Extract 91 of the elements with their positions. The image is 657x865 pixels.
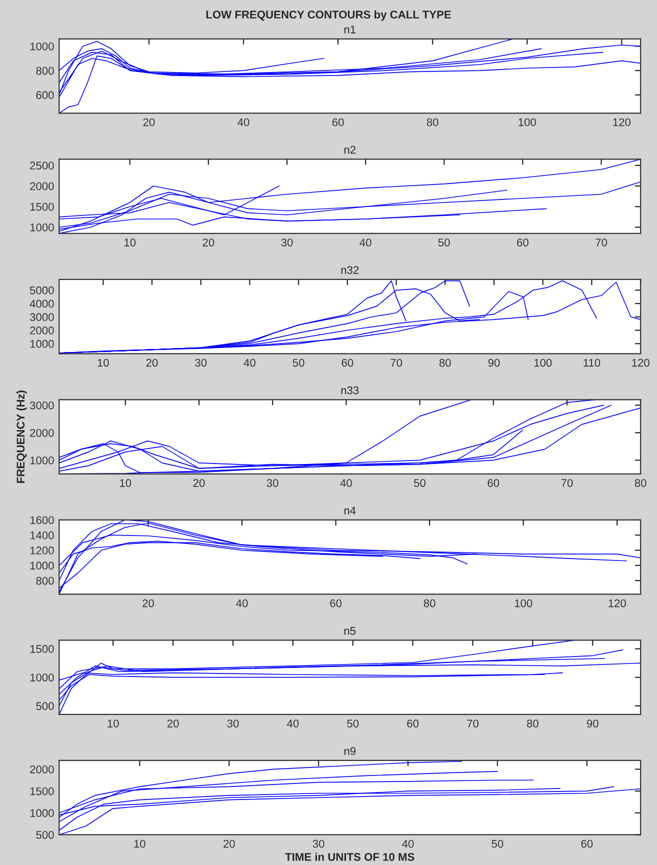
x-tick-label: 50: [414, 479, 426, 487]
x-tick-label: 60: [407, 720, 419, 728]
x-tick-label: 60: [488, 479, 500, 487]
chart-title: n32: [341, 266, 359, 274]
y-tick-label: 1000: [30, 224, 54, 232]
x-tick-label: 80: [426, 118, 438, 126]
x-tick-label: 60: [330, 599, 342, 608]
y-tick-label: 800: [36, 576, 54, 585]
x-tick-label: 70: [390, 358, 402, 367]
x-tick-label: 20: [146, 358, 158, 367]
x-tick-label: 100: [514, 599, 532, 608]
y-tick-label: 1000: [30, 674, 54, 682]
x-tick-label: 50: [292, 358, 304, 367]
x-tick-label: 80: [424, 599, 436, 608]
y-tick-label: 2500: [30, 162, 54, 170]
y-tick-label: 3000: [30, 401, 54, 410]
y-tick-label: 1600: [30, 516, 54, 524]
x-tick-label: 80: [439, 358, 451, 367]
x-tick-label: 80: [634, 479, 646, 487]
x-tick-label: 30: [266, 479, 278, 487]
y-tick-label: 2000: [30, 182, 54, 190]
x-tick-label: 30: [281, 238, 293, 246]
x-axis-title: TIME in UNITS OF 10 MS: [285, 852, 414, 861]
x-tick-label: 10: [108, 720, 119, 728]
x-tick-label: 20: [202, 238, 214, 246]
x-tick-label: 100: [518, 118, 536, 126]
y-tick-label: 500: [36, 830, 54, 839]
x-tick-label: 120: [608, 599, 626, 608]
y-tick-label: 1500: [30, 787, 54, 796]
x-tick-label: 30: [227, 720, 239, 728]
x-tick-label: 40: [244, 358, 256, 367]
x-tick-label: 60: [332, 118, 344, 126]
y-tick-label: 1500: [30, 645, 54, 653]
x-tick-label: 10: [120, 479, 132, 487]
y-tick-label: 1200: [30, 546, 54, 554]
y-tick-label: 2000: [30, 428, 54, 437]
x-tick-label: 50: [347, 720, 359, 728]
x-tick-label: 20: [223, 840, 235, 848]
x-tick-label: 40: [402, 840, 414, 848]
y-axis-title: FREQUENCY (Hz): [16, 390, 27, 483]
x-tick-label: 40: [236, 599, 248, 608]
y-tick-label: 1000: [30, 456, 54, 464]
x-tick-label: 60: [581, 840, 593, 848]
y-tick-label: 1400: [30, 531, 54, 540]
y-tick-label: 600: [36, 91, 54, 100]
x-tick-label: 40: [238, 118, 250, 126]
x-tick-label: 40: [360, 238, 372, 246]
x-tick-label: 70: [596, 238, 608, 246]
x-tick-label: 30: [312, 840, 324, 848]
x-tick-label: 100: [534, 358, 552, 367]
x-tick-label: 30: [195, 358, 207, 367]
x-tick-label: 90: [586, 720, 598, 728]
y-tick-label: 500: [36, 702, 54, 710]
y-tick-label: 3000: [30, 313, 54, 322]
y-tick-label: 1000: [30, 42, 54, 50]
x-tick-label: 60: [342, 358, 354, 367]
x-tick-label: 90: [488, 358, 500, 367]
chart-title: n9: [344, 747, 356, 756]
x-tick-label: 10: [124, 238, 136, 246]
y-tick-label: 1000: [30, 562, 54, 570]
chart-title: LOW FREQUENCY CONTOURS by CALL TYPE: [206, 10, 451, 21]
x-tick-label: 120: [613, 118, 630, 126]
y-tick-label: 800: [36, 66, 54, 75]
x-tick-label: 70: [467, 720, 478, 728]
y-tick-label: 2000: [30, 326, 54, 334]
chart-title: n4: [344, 506, 356, 514]
chart-title: n33: [341, 386, 359, 394]
x-tick-label: 60: [517, 238, 528, 246]
x-tick-label: 50: [438, 238, 450, 246]
x-tick-label: 50: [492, 840, 504, 848]
y-tick-label: 2000: [30, 765, 54, 774]
x-tick-label: 40: [340, 479, 352, 487]
x-tick-label: 80: [526, 720, 538, 728]
x-tick-label: 20: [193, 479, 205, 487]
y-tick-label: 5000: [30, 286, 54, 294]
x-tick-label: 110: [584, 358, 600, 367]
x-tick-label: 40: [286, 720, 299, 728]
chart-subtitle: n1: [344, 26, 356, 34]
x-tick-label: 10: [98, 358, 109, 367]
y-tick-label: 1500: [30, 202, 54, 211]
x-tick-label: 20: [143, 118, 155, 126]
y-tick-label: 1000: [30, 809, 54, 818]
x-tick-label: 70: [561, 479, 573, 487]
chart-title: n2: [344, 146, 356, 154]
x-tick-label: 20: [167, 720, 179, 728]
x-tick-label: 120: [632, 358, 650, 367]
chart-title: n5: [344, 627, 356, 635]
y-tick-label: 4000: [30, 300, 54, 308]
x-tick-label: 20: [142, 599, 154, 608]
y-tick-label: 1000: [30, 340, 54, 348]
x-tick-label: 10: [134, 840, 146, 848]
